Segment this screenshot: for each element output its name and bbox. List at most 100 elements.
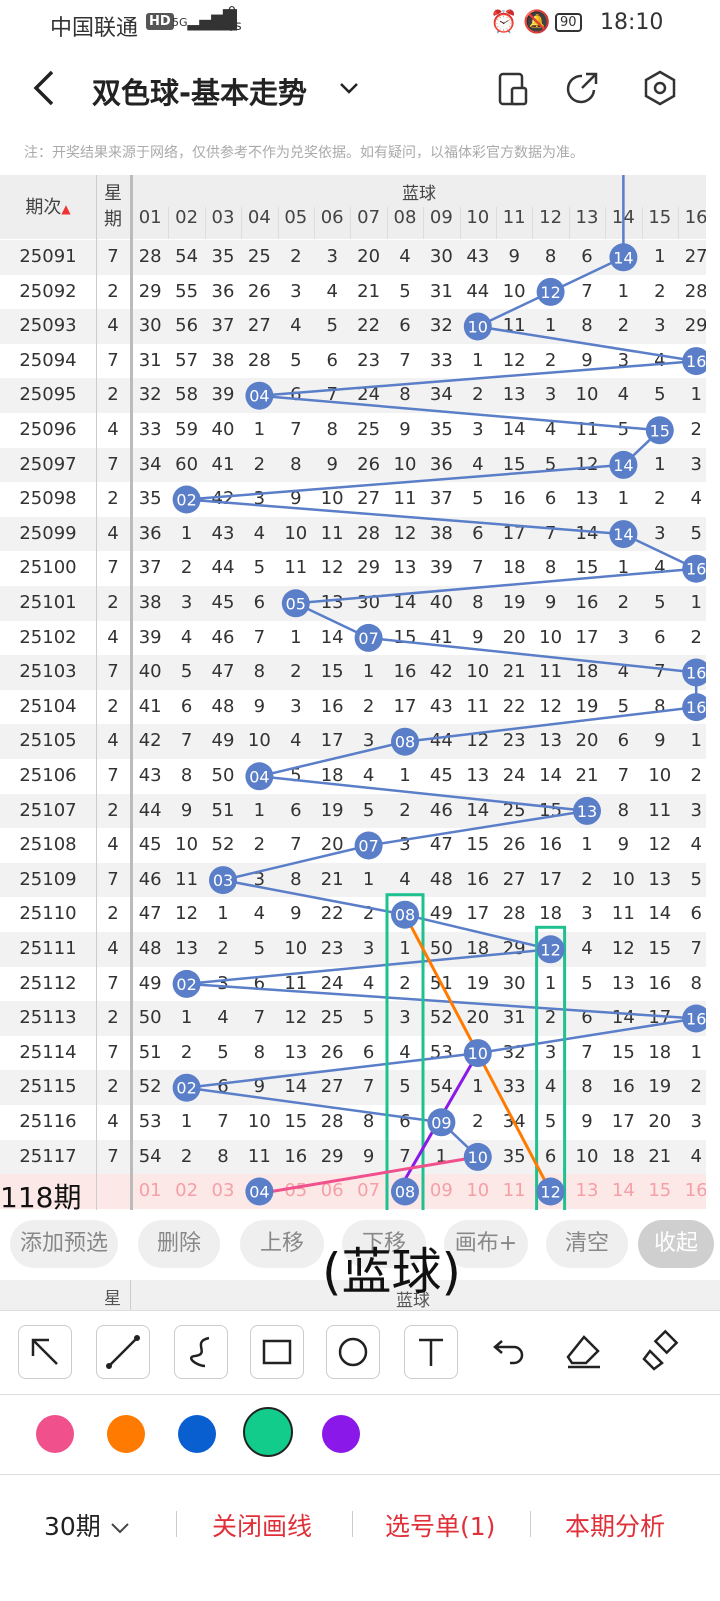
prediction-cell[interactable]: 01 <box>138 1180 162 1202</box>
omission-cell: 4 <box>253 903 266 925</box>
curve-tool-icon[interactable] <box>174 1325 228 1379</box>
eraser-icon[interactable] <box>562 1331 606 1375</box>
prediction-cell[interactable]: 16 <box>684 1180 706 1202</box>
add-preselect-button[interactable]: 添加预选 <box>10 1220 118 1268</box>
color-green-selected[interactable] <box>243 1407 293 1457</box>
prediction-row[interactable] <box>0 1174 706 1209</box>
canvas-plus-button[interactable]: 画布+ <box>444 1220 528 1268</box>
omission-cell: 10 <box>284 938 308 959</box>
omission-cell: 5 <box>690 522 702 544</box>
omission-cell: 13 <box>466 765 490 786</box>
omission-cell: 4 <box>690 488 702 510</box>
omission-cell: 1 <box>617 280 630 302</box>
omission-cell: 14 <box>575 522 599 544</box>
omission-cell: 1 <box>617 557 630 579</box>
omission-cell: 11 <box>284 972 308 994</box>
settings-icon[interactable] <box>640 68 680 108</box>
prediction-cell[interactable]: 07 <box>357 1180 381 1202</box>
hit-ball-label: 08 <box>395 906 415 925</box>
prediction-cell[interactable]: 13 <box>575 1180 599 1202</box>
color-blue[interactable] <box>178 1415 216 1453</box>
color-orange[interactable] <box>107 1415 145 1453</box>
omission-cell: 15 <box>284 1111 308 1132</box>
drawing-overlay[interactable]: 1412101604151402141605071616080413070308… <box>0 175 706 1210</box>
line-tool-icon[interactable] <box>96 1325 150 1379</box>
omission-cell: 5 <box>654 384 666 406</box>
omission-cell: 28 <box>357 522 381 544</box>
collapse-button[interactable]: 收起 <box>638 1220 714 1268</box>
omission-cell: 9 <box>472 626 484 648</box>
hit-ball-label: 12 <box>540 283 560 302</box>
omission-cell: 3 <box>217 972 229 994</box>
omission-cell: 7 <box>654 661 666 683</box>
omission-cell: 56 <box>175 315 199 337</box>
period-header[interactable]: 期次▲ <box>25 197 71 218</box>
arrow-tool-icon[interactable] <box>18 1325 72 1379</box>
device-icon[interactable] <box>494 68 534 108</box>
omission-cell: 18 <box>320 765 344 786</box>
period-select[interactable]: 30期 <box>44 1507 131 1543</box>
prediction-cell[interactable]: 06 <box>320 1180 344 1202</box>
omission-cell: 46 <box>211 626 235 648</box>
close-drawing-button[interactable]: 关闭画线 <box>212 1512 313 1541</box>
trend-line-segment <box>186 948 551 986</box>
hit-ball-label: 15 <box>650 421 670 440</box>
omission-cell: 1 <box>581 834 593 856</box>
prediction-cell[interactable]: 11 <box>502 1180 526 1202</box>
omission-cell: 9 <box>617 834 630 856</box>
ball-header: 13 <box>575 207 599 228</box>
color-pink[interactable] <box>36 1415 74 1453</box>
omission-cell: 1 <box>217 903 229 925</box>
pick-list-button[interactable]: 选号单(1) <box>385 1512 496 1541</box>
trend-line-segment <box>477 1017 697 1055</box>
share-icon[interactable] <box>564 68 604 108</box>
omission-cell: 1 <box>690 592 702 613</box>
prediction-cell[interactable]: 02 <box>175 1180 199 1202</box>
prediction-cell[interactable]: 15 <box>648 1180 672 1202</box>
omission-cell: 23 <box>320 938 344 959</box>
omission-cell: 15 <box>502 453 526 475</box>
delete-button[interactable]: 删除 <box>138 1220 220 1268</box>
omission-cell: 18 <box>611 1145 635 1167</box>
clear-brush-icon[interactable] <box>640 1329 684 1377</box>
omission-cell: 54 <box>138 1145 162 1167</box>
period-cell: 25107 <box>19 799 77 821</box>
color-purple[interactable] <box>322 1415 360 1453</box>
prediction-cell[interactable]: 03 <box>211 1180 235 1202</box>
prediction-cell[interactable]: 14 <box>611 1180 635 1202</box>
omission-cell: 39 <box>138 626 162 648</box>
omission-cell: 1 <box>654 246 666 267</box>
page-title[interactable]: 双色球-基本走势 <box>92 76 308 110</box>
omission-cell: 27 <box>684 246 706 267</box>
rectangle-tool-icon[interactable] <box>250 1325 304 1379</box>
omission-cell: 8 <box>544 557 557 579</box>
prediction-cell[interactable]: 10 <box>466 1180 490 1202</box>
move-down-button[interactable]: 下移 <box>342 1220 426 1268</box>
prediction-cell[interactable]: 09 <box>429 1180 453 1202</box>
back-icon[interactable] <box>30 68 56 118</box>
omission-cell: 4 <box>617 661 630 683</box>
omission-cell: 1 <box>617 488 630 510</box>
week-cell: 7 <box>107 972 119 994</box>
omission-cell: 17 <box>539 868 563 890</box>
dropdown-chevron-icon[interactable] <box>338 74 360 102</box>
undo-icon[interactable] <box>484 1335 528 1375</box>
omission-cell: 3 <box>253 868 266 890</box>
omission-cell: 34 <box>138 453 162 475</box>
predicted-ball <box>245 1177 274 1206</box>
omission-cell: 8 <box>690 972 702 994</box>
hit-ball <box>682 347 706 376</box>
omission-cell: 2 <box>290 661 302 683</box>
text-tool-icon[interactable] <box>404 1325 458 1379</box>
move-up-button[interactable]: 上移 <box>240 1220 324 1268</box>
trend-line-segment <box>404 913 551 951</box>
omission-cell: 19 <box>502 592 526 613</box>
omission-cell: 18 <box>539 903 563 925</box>
analysis-button[interactable]: 本期分析 <box>565 1512 666 1541</box>
clear-button[interactable]: 清空 <box>546 1220 628 1268</box>
omission-cell: 35 <box>211 246 235 267</box>
omission-cell: 22 <box>502 695 526 717</box>
hit-ball-label: 16 <box>686 698 706 717</box>
omission-cell: 1 <box>654 453 666 475</box>
circle-tool-icon[interactable] <box>326 1325 380 1379</box>
